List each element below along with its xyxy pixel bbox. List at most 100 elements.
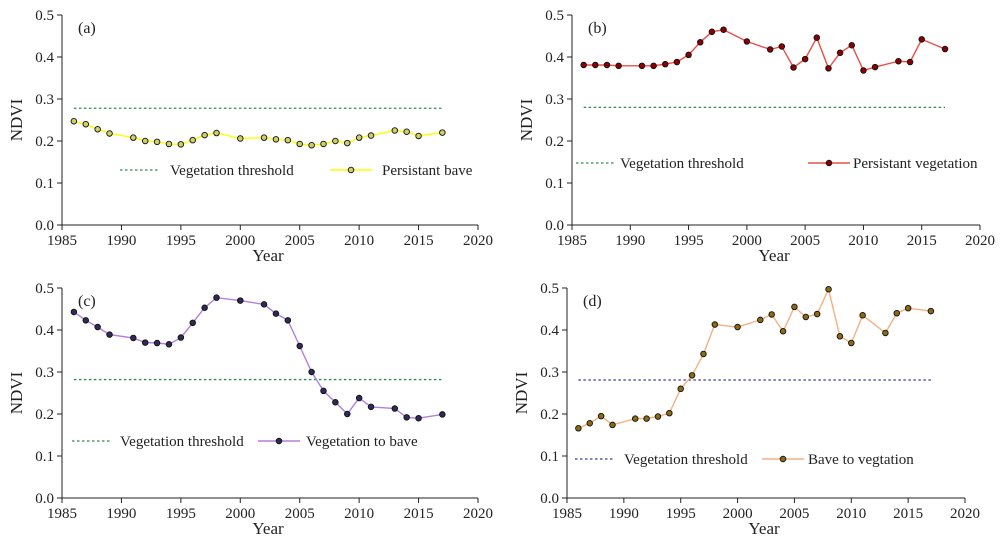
data-point bbox=[711, 321, 719, 328]
data-point bbox=[439, 411, 446, 418]
legend-threshold-label: Vegetation threshold bbox=[624, 452, 748, 468]
data-point bbox=[70, 118, 78, 125]
x-tick-label: 2005 bbox=[790, 233, 820, 249]
legend-series-label: Bave to vegtation bbox=[808, 452, 914, 468]
data-point bbox=[94, 125, 101, 133]
x-tick-label: 2000 bbox=[732, 233, 762, 249]
y-tick-label: 0.3 bbox=[35, 365, 54, 381]
data-point bbox=[779, 328, 787, 335]
data-point bbox=[743, 38, 751, 45]
legend-series-label: Vegetation to bave bbox=[306, 434, 418, 450]
x-tick-label: 2020 bbox=[463, 506, 493, 522]
x-tick-label: 1990 bbox=[609, 506, 639, 522]
y-tick-label: 0.1 bbox=[540, 449, 559, 465]
data-point bbox=[415, 132, 422, 140]
data-point bbox=[836, 333, 844, 340]
x-axis-title: Year bbox=[758, 246, 790, 265]
x-axis-title: Year bbox=[748, 519, 780, 538]
x-tick-label: 1995 bbox=[666, 506, 696, 522]
y-tick-label: 0.5 bbox=[545, 8, 564, 24]
data-point bbox=[904, 304, 912, 312]
legend-series-marker bbox=[275, 437, 283, 445]
data-point bbox=[650, 62, 657, 70]
data-point bbox=[871, 63, 879, 71]
data-point bbox=[802, 313, 810, 321]
x-axis-title: Year bbox=[252, 519, 284, 538]
chart-panel-1: 0.0 0.1 0.2 0.3 0.4 0.5 1985 1990 1995 2000 2005 20… bbox=[517, 8, 995, 265]
data-point bbox=[344, 139, 351, 147]
data-point bbox=[696, 39, 704, 46]
data-point bbox=[177, 141, 185, 148]
data-point bbox=[344, 410, 351, 418]
x-tick-label: 2020 bbox=[950, 506, 980, 522]
data-point bbox=[367, 132, 375, 139]
data-point bbox=[666, 409, 673, 417]
data-point bbox=[597, 412, 605, 420]
data-point bbox=[941, 45, 949, 53]
series-line bbox=[578, 287, 931, 429]
x-tick-label: 2000 bbox=[225, 233, 255, 249]
series-line bbox=[73, 296, 443, 419]
data-point bbox=[825, 65, 832, 72]
y-axis-title: NDVI bbox=[7, 98, 26, 141]
data-point bbox=[391, 127, 399, 134]
data-point bbox=[836, 49, 844, 57]
legend-threshold-label: Vegetation threshold bbox=[120, 434, 244, 450]
data-point bbox=[213, 129, 220, 137]
data-point bbox=[757, 316, 764, 324]
legend-threshold-label: Vegetation threshold bbox=[170, 163, 294, 179]
y-tick-label: 0.0 bbox=[540, 491, 559, 507]
legend-threshold-label: Vegetation threshold bbox=[620, 156, 744, 172]
data-point bbox=[403, 414, 410, 421]
data-point bbox=[592, 61, 599, 69]
data-point bbox=[638, 62, 646, 70]
data-point bbox=[859, 312, 866, 319]
x-tick-label: 2005 bbox=[779, 506, 809, 522]
legend: Vegetation threshold Persistant bave bbox=[120, 163, 473, 179]
legend: Vegetation threshold Bave to vegtation bbox=[575, 452, 914, 468]
data-point bbox=[308, 141, 315, 149]
x-tick-label: 1985 bbox=[552, 506, 582, 522]
legend-series-label: Persistant bave bbox=[382, 163, 473, 179]
data-point bbox=[284, 136, 292, 144]
data-point bbox=[141, 137, 149, 145]
data-point bbox=[813, 310, 821, 318]
data-point bbox=[615, 62, 622, 70]
x-tick-label: 2010 bbox=[836, 506, 866, 522]
data-point bbox=[609, 421, 616, 429]
x-tick-label: 2015 bbox=[404, 233, 434, 249]
data-point bbox=[673, 58, 681, 66]
x-tick-label: 2000 bbox=[723, 506, 753, 522]
x-tick-label: 2005 bbox=[285, 233, 315, 249]
data-point bbox=[165, 341, 173, 348]
data-point bbox=[260, 301, 268, 308]
data-point bbox=[654, 413, 662, 420]
data-point bbox=[708, 28, 716, 36]
data-point bbox=[801, 55, 809, 63]
y-tick-label: 0.4 bbox=[540, 323, 559, 339]
x-tick-label: 2015 bbox=[404, 506, 434, 522]
data-point bbox=[734, 323, 741, 331]
data-point bbox=[586, 419, 593, 427]
data-point bbox=[260, 134, 268, 141]
x-tick-label: 1985 bbox=[47, 233, 77, 249]
data-point bbox=[130, 134, 137, 141]
data-point bbox=[94, 323, 101, 331]
data-point bbox=[662, 60, 669, 68]
y-tick-label: 0.2 bbox=[540, 407, 559, 423]
data-point bbox=[320, 387, 327, 395]
x-tick-label: 2010 bbox=[344, 506, 374, 522]
chart-panel-2: 0.0 0.1 0.2 0.3 0.4 0.5 1985 1990 1995 2000 2005 20… bbox=[7, 281, 493, 538]
data-point bbox=[643, 415, 650, 422]
data-point bbox=[272, 310, 280, 317]
y-tick-label: 0.2 bbox=[35, 407, 54, 423]
data-point bbox=[403, 128, 410, 136]
y-tick-label: 0.5 bbox=[35, 8, 54, 24]
data-point bbox=[575, 425, 582, 432]
data-point bbox=[177, 334, 185, 341]
y-axis-title: NDVI bbox=[7, 371, 26, 414]
y-tick-label: 0.2 bbox=[35, 134, 54, 150]
data-point bbox=[778, 43, 786, 50]
y-tick-label: 0.1 bbox=[545, 176, 564, 192]
legend-series-label: Persistant vegetation bbox=[853, 156, 978, 172]
